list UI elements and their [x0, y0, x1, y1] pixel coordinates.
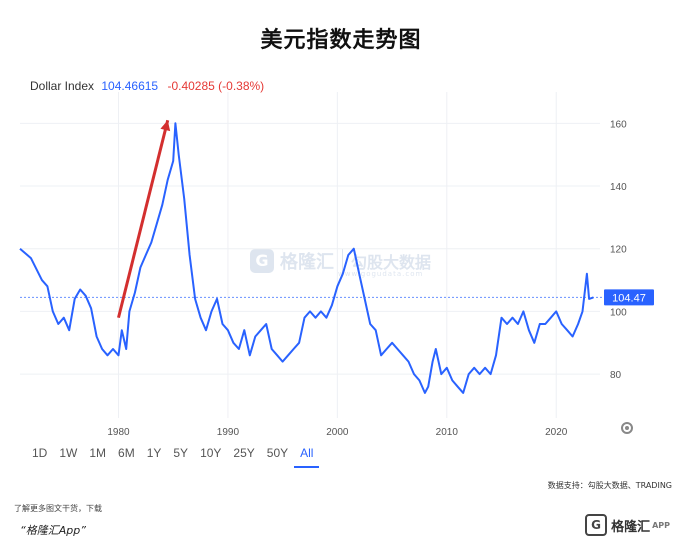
symbol-change: -0.40285 (-0.38%) — [167, 79, 265, 93]
range-button-all[interactable]: All — [294, 446, 320, 468]
watermark-divider — [342, 249, 343, 273]
x-tick-label: 2010 — [436, 427, 459, 438]
data-source: 数据支持：勾股大数据、TRADING — [547, 481, 672, 490]
x-tick-label: 1990 — [217, 427, 240, 438]
range-button-50y[interactable]: 50Y — [266, 446, 289, 460]
symbol-value: 104.46615 — [101, 79, 159, 93]
footer-app-name: “格隆汇App” — [20, 524, 86, 537]
y-tick-label: 100 — [610, 307, 627, 318]
watermark-logo-icon: G — [250, 249, 274, 273]
y-tick-label: 80 — [610, 370, 622, 381]
arrow-head — [160, 120, 171, 132]
x-tick-label: 2000 — [326, 427, 349, 438]
range-button-6m[interactable]: 6M — [118, 446, 135, 460]
chart-header: Dollar Index 104.46615 -0.40285 (-0.38%) — [30, 79, 264, 93]
range-button-5y[interactable]: 5Y — [173, 446, 189, 460]
watermark-brand: 格隆汇 — [280, 252, 334, 273]
last-value-label: 104.47 — [612, 292, 646, 304]
series-line — [19, 122, 594, 394]
range-button-10y[interactable]: 10Y — [200, 446, 222, 460]
range-button-1w[interactable]: 1W — [59, 446, 78, 460]
footer-text: 了解更多图文干货，下载 — [14, 504, 102, 513]
watermark-url: www.gogudata.com — [338, 270, 424, 278]
brand-name: 格隆汇 — [611, 519, 651, 535]
watermark: G 格隆汇 勾股大数据 www.gogudata.com — [250, 248, 432, 278]
y-tick-label: 160 — [610, 119, 627, 130]
y-tick-label: 120 — [610, 245, 627, 256]
range-button-1d[interactable]: 1D — [32, 446, 48, 460]
watermark-partner: 勾股大数据 — [351, 253, 432, 272]
x-tick-label: 1980 — [107, 427, 130, 438]
range-button-25y[interactable]: 25Y — [233, 446, 255, 460]
page-title: 美元指数走势图 — [260, 28, 422, 53]
brand-sub: APP — [652, 520, 670, 530]
arrow-shaft — [117, 119, 170, 319]
gear-icon[interactable] — [621, 422, 633, 434]
x-tick-label: 2020 — [545, 427, 568, 438]
range-selector: 1D 1W 1M 6M 1Y 5Y 10Y 25Y 50Y All — [26, 446, 320, 468]
brand-logo: G 格隆汇 APP — [585, 514, 670, 536]
brand-logo-icon: G — [585, 514, 608, 536]
range-button-1y[interactable]: 1Y — [146, 446, 162, 460]
chart-panel — [20, 70, 670, 470]
y-tick-label: 140 — [610, 182, 627, 193]
last-value-badge — [604, 289, 654, 306]
symbol-name: Dollar Index — [30, 79, 95, 93]
range-button-1m[interactable]: 1M — [89, 446, 107, 460]
